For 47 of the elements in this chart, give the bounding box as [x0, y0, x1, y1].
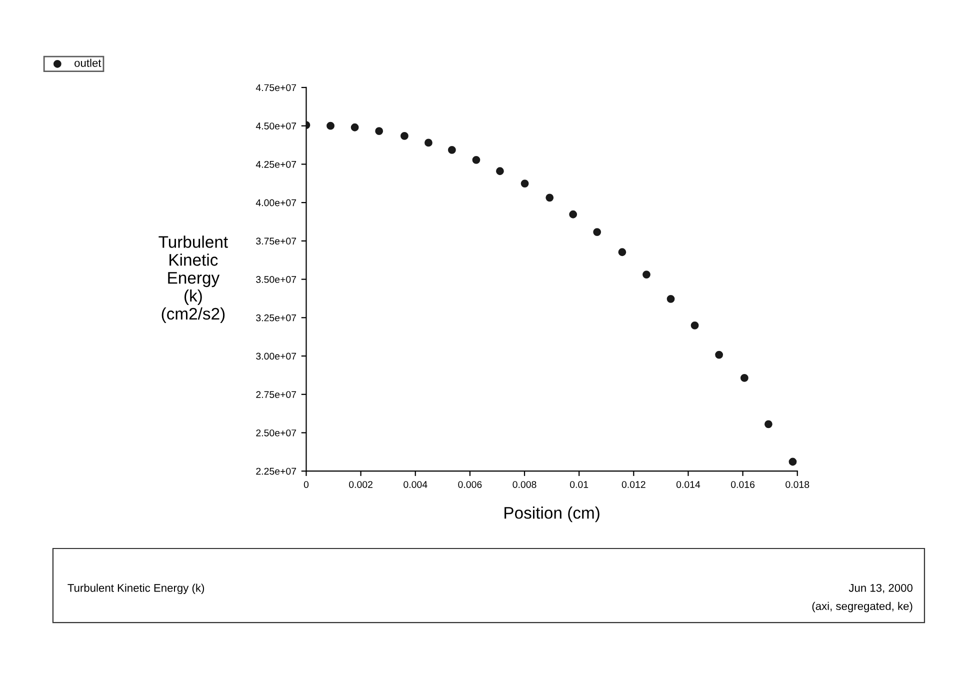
y-tick-label: 2.25e+07: [256, 468, 296, 475]
y-tick-label: 2.75e+07: [256, 391, 296, 398]
text: Jun 13, 2000: [848, 584, 912, 594]
point: [740, 374, 748, 382]
point: [569, 210, 578, 218]
x-tick-label: 0.014: [676, 481, 700, 488]
x-tick-label: 0.002: [349, 481, 372, 488]
x-tick-label: 0.016: [731, 481, 755, 488]
point: [666, 294, 675, 303]
y-tick-label: 4.00e+07: [256, 199, 296, 206]
point: [520, 180, 529, 188]
x-tick-label: 0.012: [622, 481, 646, 488]
y-tick-label: 2.50e+07: [256, 429, 296, 436]
point: [326, 122, 334, 130]
point: [448, 146, 456, 154]
point: [350, 123, 359, 132]
point: [424, 138, 432, 147]
x-tick-label: 0.004: [404, 481, 428, 488]
x-tick-label: 0.018: [786, 481, 810, 488]
point: [375, 127, 384, 136]
x-tick-label: 0: [304, 481, 309, 488]
text: (axi, segregated, ke): [812, 602, 912, 612]
y-tick-label: 3.50e+07: [256, 276, 296, 283]
y-axis-title: Turbulent Kinetic Energy (k) (cm2/s2): [158, 236, 228, 323]
point: [642, 270, 650, 278]
y-tick-label: 3.00e+07: [256, 352, 296, 360]
point: [496, 167, 504, 176]
point: [715, 350, 724, 359]
text: Turbulent Kinetic Energy (k): [68, 584, 204, 594]
point: [546, 194, 554, 202]
point: [400, 132, 408, 140]
y-tick-label: 4.50e+07: [256, 122, 296, 130]
y-tick-label: 3.75e+07: [256, 238, 296, 245]
point: [618, 248, 626, 256]
x-tick-label: 0.008: [512, 481, 536, 488]
point: [788, 458, 797, 466]
y-tick-label: 4.75e+07: [256, 84, 296, 92]
x-axis-title: Position (cm): [504, 506, 600, 522]
point: [690, 322, 699, 330]
legend-label: outlet: [74, 58, 102, 67]
x-tick-label: 0.006: [458, 481, 482, 488]
point: [593, 228, 602, 236]
x-tick-label: 0.01: [570, 481, 588, 488]
point: [764, 420, 772, 428]
y-tick-label: 3.25e+07: [256, 314, 296, 322]
y-tick-label: 4.25e+07: [256, 160, 296, 168]
point: [472, 156, 480, 164]
